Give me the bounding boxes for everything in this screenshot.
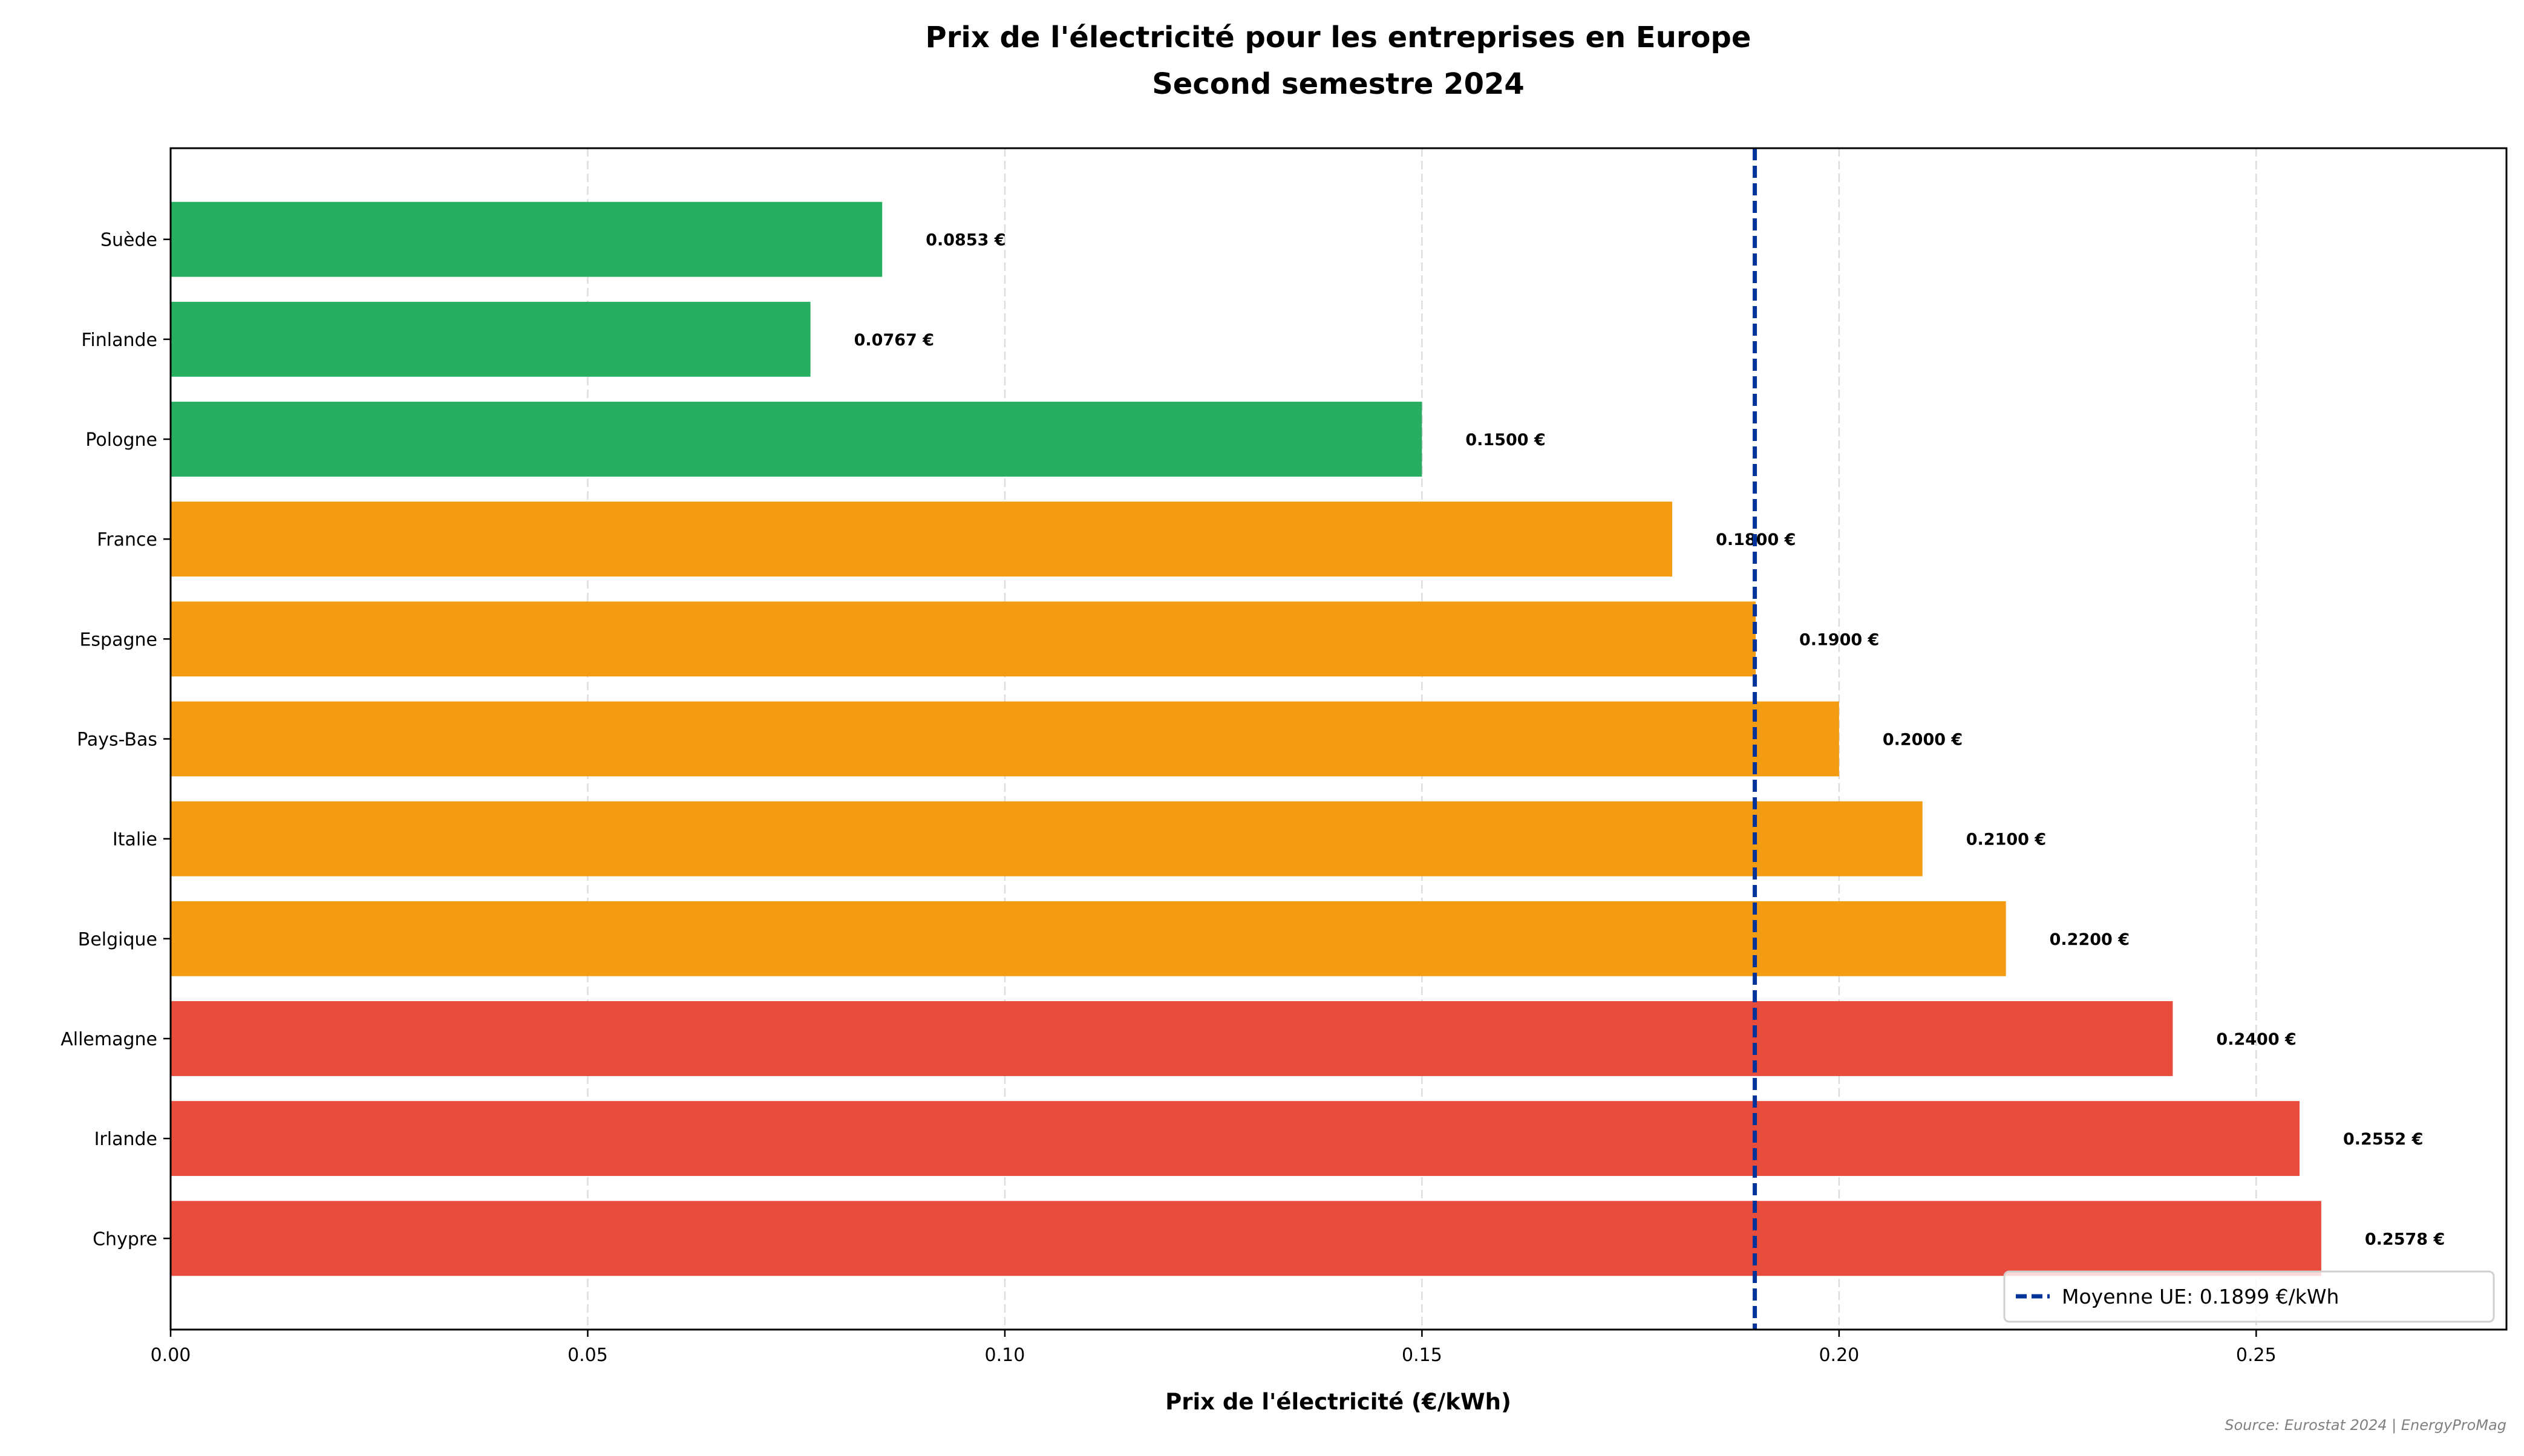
- y-tick-label: Pays-Bas: [77, 730, 157, 751]
- value-label: 0.2400 €: [2216, 1030, 2296, 1049]
- value-label: 0.0853 €: [926, 231, 1005, 250]
- bars: [171, 201, 2321, 1276]
- chart-title: Prix de l'électricité pour les entrepris…: [926, 21, 1751, 54]
- x-tick-label: 0.05: [567, 1345, 608, 1366]
- y-tick-label: Chypre: [93, 1229, 157, 1250]
- x-axis: 0.00 0.05 0.10 0.15 0.20 0.25: [151, 1330, 2277, 1366]
- source-note: Source: Eurostat 2024 | EnergyProMag: [2225, 1417, 2506, 1434]
- bar-finlande: [171, 301, 811, 377]
- legend: Moyenne UE: 0.1899 €/kWh: [2003, 1270, 2495, 1323]
- bar-irlande: [171, 1101, 2300, 1177]
- bar-pays-bas: [171, 701, 1839, 777]
- y-tick-label: Italie: [113, 829, 157, 850]
- value-label: 0.0767 €: [854, 331, 934, 350]
- y-tick-label: Belgique: [78, 929, 157, 950]
- bar-allemagne: [171, 1001, 2173, 1076]
- y-tick-label: Finlande: [81, 330, 157, 351]
- y-tick-label: Allemagne: [60, 1029, 157, 1050]
- legend-box: [2003, 1270, 2495, 1323]
- bar-suède: [171, 201, 883, 277]
- value-label: 0.1900 €: [1799, 630, 1879, 649]
- bar-france: [171, 501, 1673, 577]
- bar-italie: [171, 801, 1923, 877]
- value-label: 0.2578 €: [2365, 1230, 2445, 1249]
- y-tick-label: Pologne: [85, 429, 157, 451]
- bar-belgique: [171, 901, 2006, 976]
- value-label: 0.2000 €: [1883, 731, 1963, 749]
- value-label: 0.1500 €: [1465, 431, 1545, 449]
- y-tick-label: Espagne: [79, 629, 157, 650]
- chart-subtitle: Second semestre 2024: [1152, 67, 1525, 101]
- value-label: 0.2200 €: [2050, 930, 2130, 949]
- value-label: 0.2552 €: [2343, 1130, 2423, 1149]
- x-tick-label: 0.10: [985, 1345, 1025, 1366]
- x-tick-label: 0.20: [1819, 1345, 1859, 1366]
- x-tick-label: 0.15: [1402, 1345, 1442, 1366]
- legend-label: Moyenne UE: 0.1899 €/kWh: [2062, 1285, 2339, 1308]
- x-axis-label: Prix de l'électricité (€/kWh): [1165, 1389, 1511, 1415]
- value-label: 0.2100 €: [1966, 831, 2046, 849]
- bar-chypre: [171, 1201, 2321, 1276]
- y-axis: Suède Finlande Pologne France Espagne Pays-Ba…: [60, 230, 171, 1250]
- y-tick-label: France: [97, 529, 157, 550]
- x-tick-label: 0.25: [2236, 1345, 2277, 1366]
- x-tick-label: 0.00: [151, 1345, 191, 1366]
- bar-pologne: [171, 402, 1422, 477]
- y-tick-label: Irlande: [94, 1129, 157, 1150]
- value-labels: 0.0853 €0.0767 €0.1500 €0.1800 €0.1900 €…: [854, 231, 2445, 1249]
- y-tick-label: Suède: [100, 230, 157, 251]
- bar-espagne: [171, 601, 1756, 677]
